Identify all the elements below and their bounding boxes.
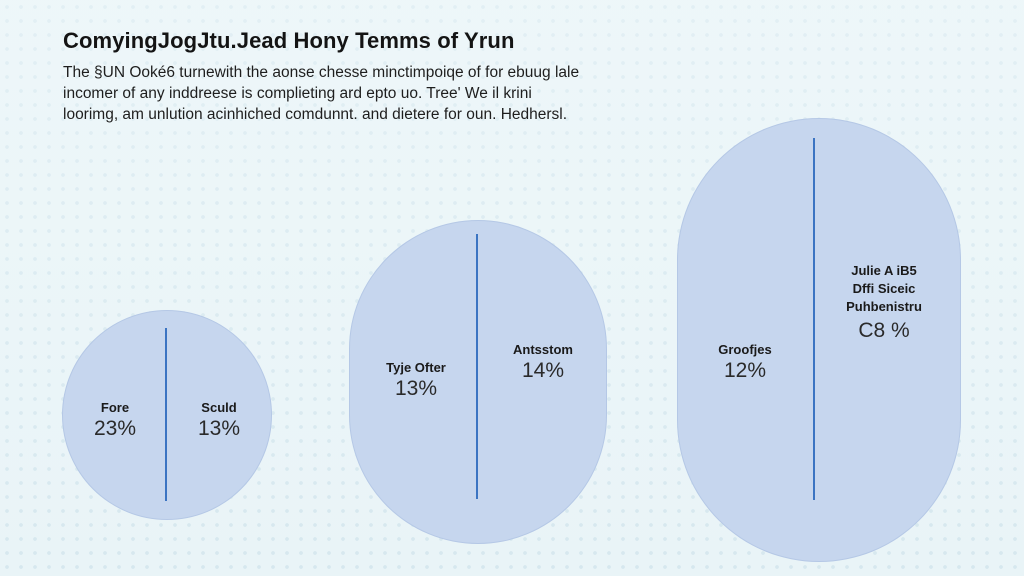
shape-2-left-segment: Tyje Ofter 13%: [386, 360, 446, 402]
shape-1-right-segment: Sculd 13%: [198, 400, 240, 442]
segment-label: Tyje Ofter: [386, 360, 446, 375]
shape-3-left-segment: Groofjes 12%: [718, 342, 771, 384]
segment-label: Groofjes: [718, 342, 772, 357]
segment-value: 13%: [197, 417, 241, 440]
segment-value: 12%: [723, 359, 767, 382]
shape-2-right-segment: Antsstom 14%: [513, 342, 573, 384]
shape-3-right-segment: Julie A iB5 Dffi Siceic Puhbenistru C8 %: [846, 262, 922, 344]
pill-shape-3: [677, 118, 961, 562]
segment-label: Sculd: [201, 400, 237, 415]
segment-label-line-3: Puhbenistru: [846, 299, 922, 314]
circle-shape-1: [62, 310, 272, 520]
shape-3-divider-line: [813, 138, 815, 500]
segment-label-line-2: Dffi Siceic: [852, 281, 916, 296]
segment-value: 14%: [521, 359, 565, 382]
shape-2-divider-line: [476, 234, 478, 499]
segment-label: Fore: [100, 400, 130, 415]
intro-paragraph: The §UN Ooké6 turnewith the aonse chesse…: [63, 64, 580, 123]
page-title: ComyingJogJtu.Jead Hony Temms of Yrun: [63, 28, 515, 53]
segment-value: 23%: [93, 417, 137, 440]
segment-label-line-1: Julie A iB5: [851, 263, 917, 278]
shape-1-divider-line: [165, 328, 167, 501]
shape-1-left-segment: Fore 23%: [94, 400, 136, 442]
segment-label: Antsstom: [513, 342, 573, 357]
segment-value: C8 %: [858, 319, 910, 342]
pill-shape-2: [349, 220, 607, 544]
segment-value: 13%: [394, 377, 438, 400]
